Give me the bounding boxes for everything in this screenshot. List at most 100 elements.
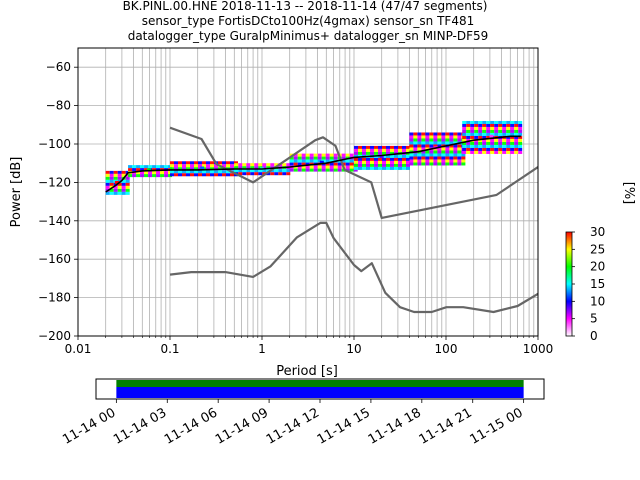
density-cell: [474, 123, 479, 127]
timeline-tick-label: 11-14 06: [162, 405, 220, 447]
density-cell: [390, 151, 394, 155]
density-cell: [317, 159, 322, 163]
density-cell: [474, 129, 479, 133]
density-cell: [354, 145, 358, 149]
density-cell: [170, 167, 174, 171]
timeline-tick-label: 11-14 03: [111, 405, 169, 447]
density-cell: [402, 145, 406, 149]
density-cell: [341, 159, 346, 163]
density-cell: [406, 145, 410, 149]
density-cell: [362, 145, 366, 149]
density-cell: [370, 163, 374, 167]
plot-background: [78, 48, 538, 336]
density-cell: [441, 132, 446, 136]
density-cell: [366, 145, 370, 149]
density-cell: [325, 159, 330, 163]
density-cell: [374, 163, 378, 167]
density-cell: [409, 138, 414, 142]
density-cell: [194, 173, 198, 177]
density-cell: [437, 138, 442, 142]
density-cell: [117, 191, 122, 195]
density-cell: [449, 159, 454, 163]
density-cell: [382, 154, 386, 158]
density-cell: [413, 135, 418, 139]
density-cell: [309, 156, 314, 160]
density-cell: [136, 168, 141, 172]
density-cell: [394, 148, 398, 152]
density-cell: [457, 138, 462, 142]
density-cell: [182, 173, 186, 177]
density-cell: [254, 163, 259, 167]
density-cell: [417, 159, 422, 163]
density-cell: [413, 138, 418, 142]
density-cell: [198, 173, 202, 177]
density-cell: [409, 144, 414, 148]
density-cell: [406, 166, 410, 170]
noise-model-lines: [105, 126, 538, 314]
density-cell: [466, 123, 471, 127]
density-cell: [174, 173, 178, 177]
density-cell: [514, 126, 519, 130]
density-cell: [289, 162, 294, 166]
density-cell: [242, 172, 247, 176]
density-cell: [494, 126, 499, 130]
density-cell: [462, 123, 467, 127]
density-cell: [490, 147, 495, 151]
density-cell: [421, 162, 426, 166]
density-cell: [514, 147, 519, 151]
density-cell: [409, 153, 414, 157]
density-cell: [250, 166, 255, 170]
density-cell: [470, 132, 475, 136]
density-cell: [386, 148, 390, 152]
density-cell: [125, 188, 130, 192]
timeline-bar: [116, 380, 524, 387]
density-cell: [421, 147, 426, 151]
density-cell: [317, 156, 322, 160]
density-cell: [297, 156, 302, 160]
density-cell: [206, 164, 210, 168]
density-cell: [105, 176, 110, 180]
density-cell: [297, 168, 302, 172]
density-cell: [437, 162, 442, 166]
density-cell: [182, 170, 186, 174]
density-cell: [301, 162, 306, 166]
density-cell: [449, 153, 454, 157]
density-cell: [506, 129, 511, 133]
density-cell: [345, 168, 350, 172]
density-cell: [462, 141, 467, 145]
density-cell: [466, 120, 471, 124]
density-cell: [140, 174, 145, 178]
density-cell: [470, 123, 475, 127]
density-cell: [478, 132, 483, 136]
density-cell: [457, 153, 462, 157]
title-line-2: sensor_type FortisDCto100Hz(4gmax) senso…: [142, 14, 474, 28]
density-cell: [254, 172, 259, 176]
density-cell: [113, 176, 118, 180]
density-cell: [160, 171, 165, 175]
density-cell: [482, 144, 487, 148]
density-cell: [382, 151, 386, 155]
density-cell: [325, 156, 330, 160]
density-cell: [386, 154, 390, 158]
density-cell: [510, 147, 515, 151]
density-cell: [164, 174, 169, 178]
density-cell: [506, 141, 511, 145]
density-cell: [117, 173, 122, 177]
density-cell: [156, 174, 161, 178]
density-cell: [441, 135, 446, 139]
density-cell: [258, 169, 263, 173]
density-cell: [394, 163, 398, 167]
density-cell: [466, 147, 471, 151]
density-cell: [482, 132, 487, 136]
density-cell: [449, 147, 454, 151]
density-cell: [474, 150, 479, 154]
density-cell: [349, 165, 354, 169]
density-cell: [317, 153, 322, 157]
colorbar-tick-label: 10: [590, 294, 605, 308]
density-cell: [234, 169, 239, 173]
density-cell: [321, 156, 326, 160]
density-cell: [417, 147, 422, 151]
density-cell: [358, 151, 362, 155]
density-cell: [329, 165, 334, 169]
